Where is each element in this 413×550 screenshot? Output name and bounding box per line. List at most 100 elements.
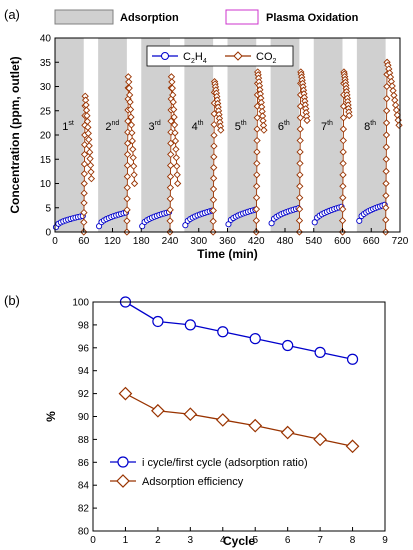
adsorption-efficiency-point bbox=[118, 386, 133, 401]
co2-point bbox=[217, 126, 225, 134]
y-tick-label-a: 15 bbox=[40, 155, 52, 166]
co2-point bbox=[253, 125, 261, 133]
panel-a-series bbox=[52, 58, 403, 236]
co2-point bbox=[85, 142, 93, 150]
c2h4-point bbox=[356, 217, 363, 224]
co2-point bbox=[393, 111, 401, 119]
co2-cycle-3 bbox=[166, 73, 182, 236]
x-tick-label-b: 7 bbox=[317, 535, 323, 546]
x-tick-label-a: 540 bbox=[305, 236, 322, 247]
y-axis-title-b: % bbox=[44, 411, 58, 422]
adsorption-ratio-point bbox=[249, 333, 261, 345]
panel-a: (a) Adsorption Plasma Oxidation 1st 2nd 3r… bbox=[4, 7, 409, 261]
co2-point bbox=[166, 195, 174, 203]
co2-point bbox=[129, 154, 137, 162]
y-tick-label-a: 35 bbox=[40, 58, 52, 69]
series-legend-a: C2H4 CO2 bbox=[146, 45, 294, 67]
adsorption-window-5 bbox=[227, 38, 257, 232]
co2-point bbox=[210, 131, 218, 139]
co2-point bbox=[253, 136, 261, 145]
co2-point bbox=[383, 82, 391, 91]
adsorption-ratio-point bbox=[217, 326, 229, 338]
c2h4-cycle-8 bbox=[356, 201, 388, 224]
adsorption-window-8 bbox=[356, 38, 386, 232]
co2-point bbox=[210, 142, 218, 150]
y-tick-label-b: 80 bbox=[78, 527, 90, 538]
c2h4-cycle-2 bbox=[96, 209, 129, 230]
y-tick-label-a: 30 bbox=[40, 82, 52, 93]
co2-point bbox=[252, 205, 261, 213]
co2-point bbox=[339, 125, 348, 133]
co2-point bbox=[167, 117, 175, 125]
co2-point bbox=[382, 191, 390, 200]
legend-marker-co2 bbox=[233, 51, 243, 61]
co2-point bbox=[382, 119, 391, 127]
x-tick-label-b: 5 bbox=[252, 535, 258, 546]
series-adsorption-ratio bbox=[119, 296, 359, 365]
co2-point bbox=[209, 196, 218, 204]
y-tick-label-a: 40 bbox=[40, 34, 52, 45]
adsorption-efficiency-point bbox=[248, 418, 263, 433]
co2-point bbox=[296, 148, 304, 156]
co2-point bbox=[126, 105, 135, 114]
adsorption-window-1 bbox=[55, 38, 84, 232]
co2-point bbox=[171, 129, 179, 137]
x-axis-title-b: Cycle bbox=[223, 534, 255, 548]
cycle-label-2: 2nd bbox=[105, 120, 119, 133]
co2-point bbox=[296, 114, 305, 122]
co2-point bbox=[382, 204, 390, 212]
co2-cycle-1 bbox=[80, 92, 96, 236]
co2-point bbox=[170, 113, 178, 121]
co2-point bbox=[338, 216, 347, 225]
x-tick-label-b: 1 bbox=[123, 535, 129, 546]
co2-point bbox=[391, 96, 399, 104]
co2-point bbox=[339, 194, 347, 202]
co2-point bbox=[80, 208, 88, 217]
co2-point bbox=[123, 172, 132, 181]
co2-point bbox=[169, 91, 177, 99]
co2-point bbox=[123, 184, 131, 192]
co2-point bbox=[253, 114, 261, 122]
co2-point bbox=[173, 171, 181, 179]
co2-point bbox=[166, 161, 175, 170]
co2-point bbox=[80, 160, 89, 168]
co2-point bbox=[209, 217, 217, 225]
co2-point bbox=[167, 128, 175, 136]
co2-point bbox=[252, 194, 261, 202]
co2-point bbox=[80, 150, 89, 159]
y-axis-title-a: Concentration (ppm, outlet) bbox=[8, 56, 22, 213]
co2-point bbox=[123, 217, 131, 225]
adsorption-window-3 bbox=[141, 38, 170, 232]
co2-point bbox=[170, 105, 178, 114]
co2-point bbox=[383, 107, 391, 115]
y-tick-label-a: 5 bbox=[45, 203, 51, 214]
x-tick-label-b: 9 bbox=[382, 535, 388, 546]
c2h4-point bbox=[268, 220, 275, 227]
co2-point bbox=[209, 185, 218, 193]
co2-point bbox=[382, 155, 390, 163]
y-tick-label-b: 92 bbox=[78, 389, 90, 400]
co2-point bbox=[253, 148, 261, 156]
co2-point bbox=[124, 117, 132, 125]
y-tick-label-a: 25 bbox=[40, 106, 52, 117]
co2-point bbox=[130, 162, 138, 170]
adsorption-efficiency-point bbox=[183, 407, 198, 422]
x-tick-label-a: 360 bbox=[219, 236, 236, 247]
co2-point bbox=[166, 184, 175, 192]
co2-point bbox=[166, 217, 174, 225]
y-tick-label-a: 0 bbox=[45, 228, 51, 239]
co2-point bbox=[339, 171, 347, 179]
co2-point bbox=[296, 159, 304, 168]
y-tick-label-a: 10 bbox=[40, 179, 52, 190]
adsorption-ratio-point bbox=[346, 353, 359, 365]
x-tick-label-a: 0 bbox=[52, 236, 58, 247]
co2-point bbox=[260, 126, 268, 134]
x-tick-label-a: 60 bbox=[78, 236, 90, 247]
x-tick-label-a: 240 bbox=[162, 236, 179, 247]
co2-point bbox=[86, 148, 94, 156]
co2-point bbox=[80, 199, 88, 207]
adsorption-efficiency-point bbox=[313, 432, 327, 447]
co2-point bbox=[87, 168, 95, 176]
adsorption-ratio-point bbox=[184, 319, 196, 331]
panel-b-series bbox=[118, 296, 360, 454]
